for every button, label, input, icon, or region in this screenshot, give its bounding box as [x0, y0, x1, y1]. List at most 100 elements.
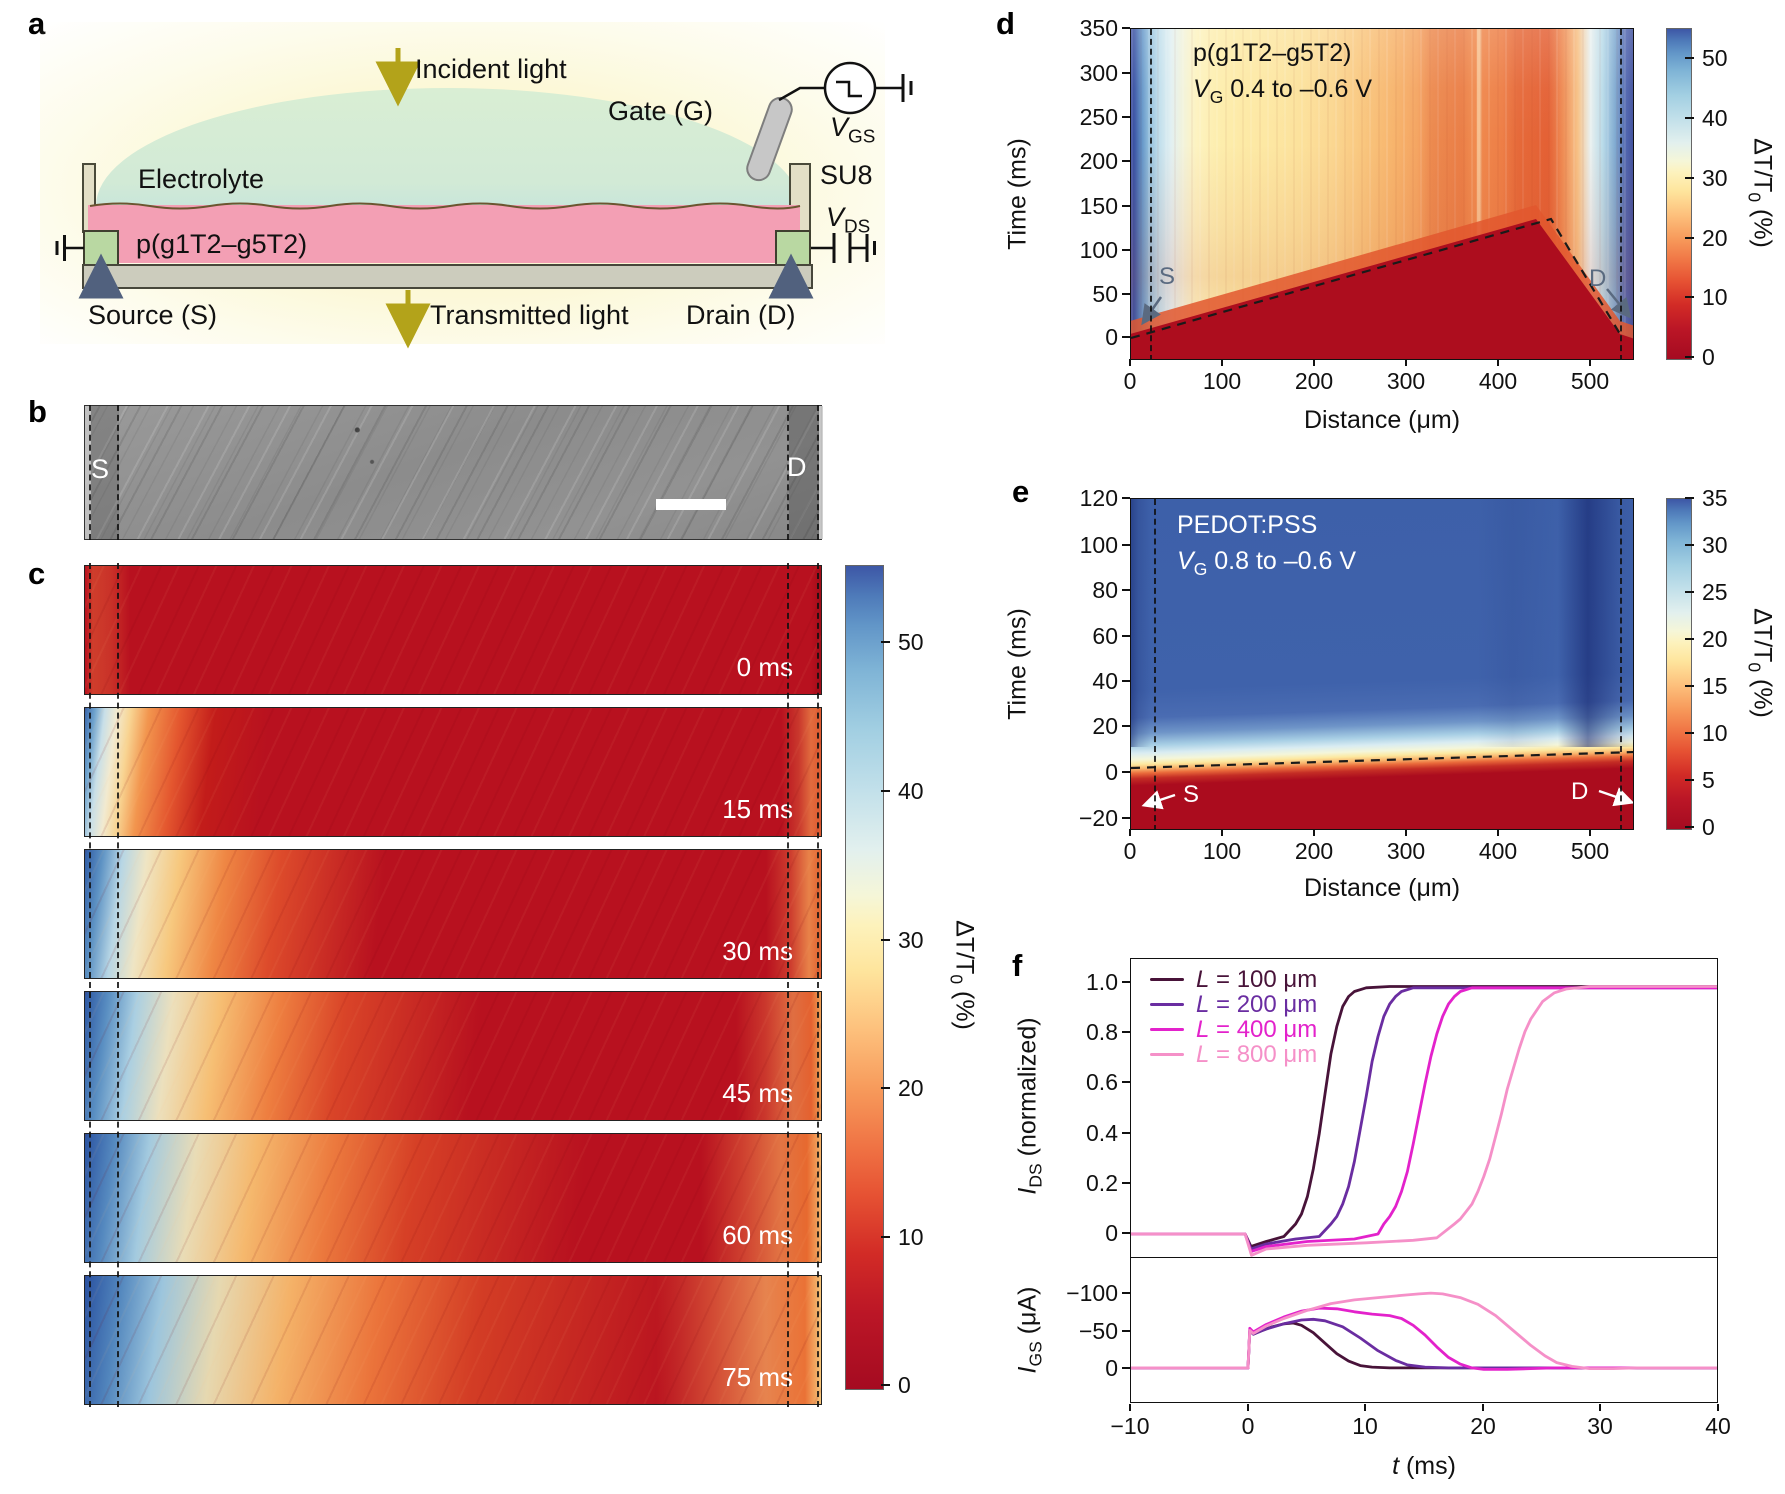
colorbar-e: [1666, 498, 1692, 830]
source-dashed-line-outer: [89, 405, 91, 540]
heatmap-frame-60ms: 60 ms: [84, 1133, 822, 1263]
substrate: [82, 264, 813, 289]
f-ytick: 0: [1046, 1355, 1130, 1381]
e-xtick: 400: [1456, 838, 1540, 864]
source-dashed-line-outer-c: [89, 563, 91, 1407]
f-ytick: −100: [1046, 1280, 1130, 1306]
e-cbar-tick: 0: [1685, 814, 1715, 840]
e-title: PEDOT:PSS: [1177, 511, 1318, 539]
d-cbar-tick: 50: [1685, 45, 1728, 71]
drain-dashed-line-inner-c: [787, 563, 789, 1407]
e-ytick: 100: [1046, 532, 1130, 558]
d-cbar-tick: 20: [1685, 225, 1728, 251]
e-xtick: 100: [1180, 838, 1264, 864]
heatmap-frame-45ms: 45 ms: [84, 991, 822, 1121]
frame-time-label: 30 ms: [722, 936, 793, 966]
e-source-marker: S: [1183, 781, 1200, 808]
f-ytick: 0.8: [1046, 1019, 1130, 1045]
e-cbar-tick: 10: [1685, 720, 1728, 746]
colorbar-tick: 50: [881, 629, 924, 655]
electrode-right-shade: [789, 406, 819, 539]
vgs-label: VGS: [830, 112, 876, 148]
d-drain-dashed: [1620, 29, 1622, 359]
f-ytick: 0.4: [1046, 1120, 1130, 1146]
transmitted-light-label: Transmitted light: [430, 300, 629, 330]
su8-label: SU8: [820, 160, 873, 190]
d-title: p(g1T2–g5T2): [1193, 39, 1352, 67]
d-ytick: 150: [1046, 193, 1130, 219]
legend-label-400um: L = 400 μm: [1196, 1016, 1318, 1043]
colorbar-tick: 30: [881, 927, 924, 953]
e-cbar-tick: 20: [1685, 626, 1728, 652]
heatmap-frame-0ms: 0 ms: [84, 565, 822, 695]
heatmap-frame-75ms: 75 ms: [84, 1275, 822, 1405]
panel-f-letter: f: [1012, 948, 1023, 983]
igs-plot: [1130, 1258, 1718, 1403]
source-label: Source (S): [88, 300, 218, 330]
circuit-art: [55, 48, 913, 349]
d-xtick: 500: [1548, 368, 1632, 394]
ids-plot: [1130, 958, 1718, 1258]
colorbar-tick: 40: [881, 778, 924, 804]
e-cbar-tick: 35: [1685, 485, 1728, 511]
e-ytick: −20: [1046, 805, 1130, 831]
e-y-axis-label: Time (ms): [1003, 608, 1032, 720]
d-ytick: 300: [1046, 60, 1130, 86]
d-ytick: 0: [1046, 324, 1130, 350]
f-xtick: 30: [1558, 1413, 1642, 1439]
e-ytick: 120: [1046, 485, 1130, 511]
source-dashed-line-inner-c: [117, 563, 119, 1407]
f-ytick: 0: [1046, 1220, 1130, 1246]
source-dashed-line-inner: [117, 405, 119, 540]
legend-label-800um: L = 800 μm: [1196, 1041, 1318, 1068]
panel-c-letter: c: [28, 556, 46, 591]
d-cbar-tick: 40: [1685, 105, 1728, 131]
polymer-layer: [88, 205, 800, 263]
f-xtick: 0: [1206, 1413, 1290, 1439]
igs-curves: [1131, 1291, 1717, 1371]
panel-a-schematic: Incident light Gate (G) Electrolyte SU8 …: [0, 0, 980, 360]
e-ytick: 40: [1046, 668, 1130, 694]
electrode-left-shade: [91, 406, 119, 539]
b-source-marker: S: [91, 454, 110, 484]
d-source-marker: S: [1159, 263, 1176, 290]
frame-time-label: 15 ms: [722, 794, 793, 824]
colorbar-tick: 20: [881, 1075, 924, 1101]
panel-b-letter: b: [28, 394, 47, 429]
d-y-axis-label: Time (ms): [1003, 138, 1032, 250]
colorbar-c-label: ΔT/T0 (%): [946, 920, 979, 1030]
legend-swatch-800um: [1150, 1053, 1184, 1057]
scale-bar: [656, 499, 726, 510]
f-xtick: −10: [1088, 1413, 1172, 1439]
f-xtick: 40: [1676, 1413, 1760, 1439]
d-xtick: 200: [1272, 368, 1356, 394]
e-ytick: 0: [1046, 759, 1130, 785]
drain-dashed-line-inner: [787, 405, 789, 540]
d-drain-marker: D: [1589, 265, 1607, 292]
d-cbar-tick: 0: [1685, 344, 1715, 370]
d-xtick: 300: [1364, 368, 1448, 394]
d-cbar-tick: 10: [1685, 284, 1728, 310]
frame-time-label: 75 ms: [722, 1362, 793, 1392]
electrode-edge-left-bright: [85, 406, 91, 539]
d-x-axis-label: Distance (μm): [1303, 406, 1461, 434]
d-cbar-tick: 30: [1685, 165, 1728, 191]
panel-d-letter: d: [996, 6, 1015, 41]
colorbar-d-label: ΔT/T0 (%): [1744, 138, 1777, 248]
ids-curves: [1131, 985, 1717, 1257]
gate-label: Gate (G): [608, 96, 714, 126]
heatmap-d: p(g1T2–g5T2) VG 0.4 to –0.6 V S D: [1130, 28, 1634, 360]
heatmap-e: PEDOT:PSS VG 0.8 to –0.6 V S D: [1130, 498, 1634, 830]
colorbar-tick: 10: [881, 1224, 924, 1250]
drain-dashed-line-outer-c: [817, 563, 819, 1407]
frame-time-label: 45 ms: [722, 1078, 793, 1108]
d-xtick: 0: [1088, 368, 1172, 394]
d-xtick: 400: [1456, 368, 1540, 394]
microscopy-image: S D: [84, 405, 823, 540]
e-subtitle: VG 0.8 to –0.6 V: [1177, 547, 1357, 579]
colorbar-tick: 0: [881, 1372, 911, 1398]
e-cbar-tick: 5: [1685, 767, 1715, 793]
e-ytick: 20: [1046, 713, 1130, 739]
drain-dashed-line-outer: [817, 405, 819, 540]
f-bottom-y-axis-label: IGS (μA): [1013, 1286, 1046, 1374]
